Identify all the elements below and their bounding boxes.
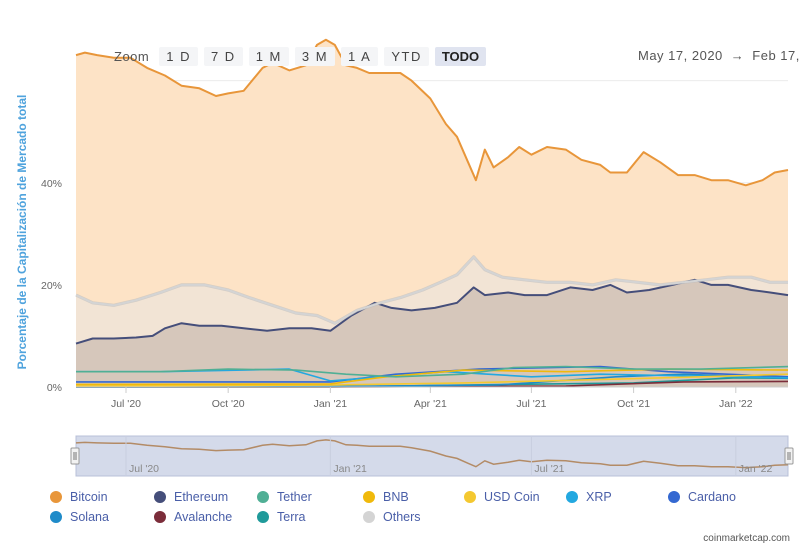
date-range: May 17, 2020 → Feb 17, 2022 <box>638 48 800 63</box>
zoom-3m-button[interactable]: 3 M <box>294 46 336 66</box>
zoom-ytd-button[interactable]: YTD <box>384 46 429 66</box>
legend-item-solana[interactable]: Solana <box>50 510 109 524</box>
legend-marker-icon <box>257 511 269 523</box>
cardano-line <box>76 365 789 383</box>
legend-marker-icon <box>363 511 375 523</box>
bitcoin-line <box>75 38 789 187</box>
y-tick-label: 20% <box>41 280 62 292</box>
legend-item-xrp[interactable]: XRP <box>566 490 612 504</box>
x-tick-label: Oct '20 <box>212 398 245 410</box>
legend-item-terra[interactable]: Terra <box>257 510 305 524</box>
legend-item-tether[interactable]: Tether <box>257 490 312 504</box>
others-line <box>75 255 788 325</box>
legend-label: Others <box>383 510 421 524</box>
legend-label: USD Coin <box>484 490 540 504</box>
legend-label: Cardano <box>688 490 736 504</box>
legend-marker-icon <box>668 491 680 503</box>
legend-marker-icon <box>154 511 166 523</box>
legend-marker-icon <box>154 491 166 503</box>
y-tick-label: 0% <box>47 382 62 394</box>
navigator-tick-label: Jul '20 <box>129 463 159 475</box>
y-tick-label: 40% <box>41 178 62 190</box>
legend-marker-icon <box>50 491 62 503</box>
zoom-selector: Zoom 1 D 7 D 1 M 3 M 1 A YTD TODO <box>114 46 487 66</box>
x-tick-label: Jan '22 <box>719 398 753 410</box>
range-end-date[interactable]: Feb 17, 2022 <box>752 48 800 63</box>
navigator-tick-label: Jul '21 <box>534 463 564 475</box>
legend-label: Solana <box>70 510 109 524</box>
legend-item-avalanche[interactable]: Avalanche <box>154 510 232 524</box>
legend-label: XRP <box>586 490 612 504</box>
zoom-1m-button[interactable]: 1 M <box>248 46 289 66</box>
y-axis-label: Porcentaje de la Capitalización de Merca… <box>15 94 29 370</box>
zoom-all-button[interactable]: TODO <box>434 46 487 66</box>
navigator[interactable]: Jul '20 Jan '21 Jul '21 Jan '22 <box>70 435 794 477</box>
legend-marker-icon <box>566 491 578 503</box>
legend-label: BNB <box>383 490 409 504</box>
series-areas <box>76 39 788 388</box>
legend-label: Tether <box>277 490 312 504</box>
navigator-tick-label: Jan '22 <box>739 463 773 475</box>
range-arrow: → <box>730 48 745 63</box>
navigator-right-handle[interactable] <box>784 447 794 465</box>
source-credit: coinmarketcap.com <box>703 533 790 544</box>
zoom-1a-button[interactable]: 1 A <box>341 46 379 66</box>
x-tick-label: Jul '20 <box>111 398 141 410</box>
legend-item-bnb[interactable]: BNB <box>363 490 409 504</box>
legend-item-cardano[interactable]: Cardano <box>668 490 736 504</box>
navigator-selection <box>75 435 789 477</box>
legend-item-ethereum[interactable]: Ethereum <box>154 490 228 504</box>
legend-item-others[interactable]: Others <box>363 510 421 524</box>
x-tick-label: Jul '21 <box>516 398 546 410</box>
usd-coin-line <box>75 373 789 387</box>
navigator-series-line <box>75 439 789 469</box>
legend-marker-icon <box>50 511 62 523</box>
x-axis-ticks: Jul '20 Oct '20 Jan '21 Apr '21 Jul '21 Oct '… <box>76 386 788 410</box>
x-tick-label: Apr '21 <box>414 398 447 410</box>
legend-label: Bitcoin <box>70 490 108 504</box>
zoom-7d-button[interactable]: 7 D <box>203 46 243 66</box>
legend-label: Ethereum <box>174 490 229 504</box>
legend-label: Terra <box>277 510 306 524</box>
zoom-1d-button[interactable]: 1 D <box>159 46 198 66</box>
legend-marker-icon <box>257 491 269 503</box>
legend-marker-icon <box>363 491 375 503</box>
ethereum-area <box>76 279 788 387</box>
legend-item-usd-coin[interactable]: USD Coin <box>464 490 540 504</box>
y-axis-ticks: 0% 20% 40% <box>41 178 62 394</box>
zoom-label: Zoom <box>114 48 150 64</box>
tether-line <box>76 365 789 378</box>
legend-item-bitcoin[interactable]: Bitcoin <box>50 490 108 504</box>
x-tick-label: Oct '21 <box>617 398 650 410</box>
navigator-tick-label: Jan '21 <box>333 463 367 475</box>
range-start-date[interactable]: May 17, 2020 <box>638 48 723 63</box>
x-tick-label: Jan '21 <box>314 398 348 410</box>
legend-marker-icon <box>464 491 476 503</box>
legend-label: Avalanche <box>174 510 233 524</box>
navigator-left-handle[interactable] <box>70 447 80 465</box>
